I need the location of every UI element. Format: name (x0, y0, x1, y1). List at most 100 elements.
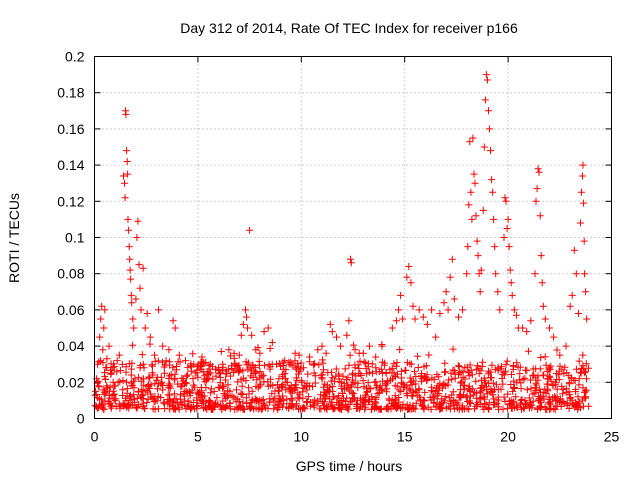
data-point-band (171, 370, 179, 378)
data-point-band (510, 377, 518, 385)
data-point (102, 364, 110, 372)
data-point-band (479, 393, 487, 401)
data-point (507, 279, 515, 287)
data-point-band (428, 383, 436, 391)
data-point-band (159, 358, 166, 366)
data-point-band (474, 362, 481, 370)
data-point-band (324, 369, 332, 377)
data-point-band (207, 385, 215, 393)
data-point-band (222, 376, 229, 384)
data-point-band (253, 397, 261, 405)
data-point (399, 315, 407, 323)
data-point-band (184, 397, 192, 405)
data-point (246, 226, 254, 234)
data-point (392, 317, 400, 325)
data-point-band (279, 403, 287, 411)
data-point-band (377, 365, 385, 373)
data-point-band (352, 372, 360, 380)
data-point-band (174, 380, 182, 388)
data-point-band (146, 340, 154, 348)
data-point-band (226, 387, 234, 395)
data-point (215, 364, 223, 372)
data-point (130, 324, 138, 332)
data-point-band (308, 383, 316, 391)
data-point-band (295, 405, 302, 413)
data-point-band (572, 365, 580, 373)
data-point (473, 237, 481, 245)
data-point-band (229, 368, 237, 376)
data-point-band (254, 405, 262, 413)
data-point-band (563, 399, 571, 407)
data-point-band (249, 362, 257, 370)
data-point-band (138, 392, 146, 400)
data-point (121, 179, 128, 187)
data-point-band (448, 375, 456, 383)
data-point-band (469, 385, 477, 393)
data-point-band (581, 389, 588, 397)
y-tick-label: 0.12 (57, 193, 84, 209)
data-point-band (200, 398, 207, 406)
data-point-band (107, 404, 115, 412)
data-point (133, 234, 141, 241)
data-point-band (311, 372, 319, 380)
data-point-band (303, 386, 311, 394)
data-point-band (299, 384, 307, 392)
data-point-band (449, 345, 457, 353)
data-point-band (134, 373, 142, 381)
data-point-band (220, 390, 228, 397)
data-point (455, 313, 462, 321)
data-point-band (197, 362, 205, 369)
data-point-band (575, 381, 583, 389)
data-point (448, 255, 456, 263)
data-point-band (398, 379, 406, 387)
data-point-band (323, 381, 331, 389)
data-point-band (436, 380, 444, 388)
data-point-band (245, 384, 253, 392)
data-point-band (145, 380, 153, 388)
data-point (500, 234, 508, 241)
data-point (409, 302, 417, 310)
data-point-band (235, 402, 243, 410)
data-point-band (483, 390, 491, 398)
data-point-band (362, 359, 370, 367)
data-point-band (459, 367, 467, 375)
data-point-band (224, 365, 232, 373)
data-point-band (310, 401, 318, 409)
data-point (501, 194, 509, 202)
data-point-band (202, 358, 210, 366)
chart-title: Day 312 of 2014, Rate Of TEC Index for r… (180, 20, 518, 36)
data-point (503, 225, 511, 232)
data-point-band (129, 341, 137, 349)
data-point-band (255, 361, 263, 369)
y-tick-label: 0.16 (57, 121, 84, 137)
data-point (550, 333, 558, 341)
data-point-band (122, 363, 130, 371)
data-point-band (553, 393, 561, 401)
data-point-band (513, 379, 521, 387)
data-point (556, 351, 564, 359)
data-point-band (524, 347, 532, 355)
data-point (126, 266, 134, 274)
data-point (351, 346, 359, 354)
data-point (581, 270, 589, 278)
data-point-band (541, 353, 549, 361)
data-point (132, 295, 140, 303)
data-point-band (216, 369, 224, 377)
data-point-band (484, 404, 492, 412)
data-point-band (527, 385, 535, 393)
data-point-band (438, 405, 446, 412)
data-point (407, 279, 415, 287)
y-tick-label: 0.1 (65, 230, 85, 246)
y-tick-label: 0.18 (57, 85, 84, 101)
data-point (372, 353, 380, 361)
data-point-band (248, 387, 256, 395)
data-point-band (278, 371, 286, 379)
data-point-band (217, 401, 225, 409)
data-points (91, 71, 593, 413)
data-point-band (329, 383, 337, 390)
data-point-band (97, 357, 105, 365)
data-point (481, 96, 489, 104)
data-point (264, 324, 272, 332)
data-point-band (231, 405, 239, 413)
data-point (539, 302, 547, 310)
